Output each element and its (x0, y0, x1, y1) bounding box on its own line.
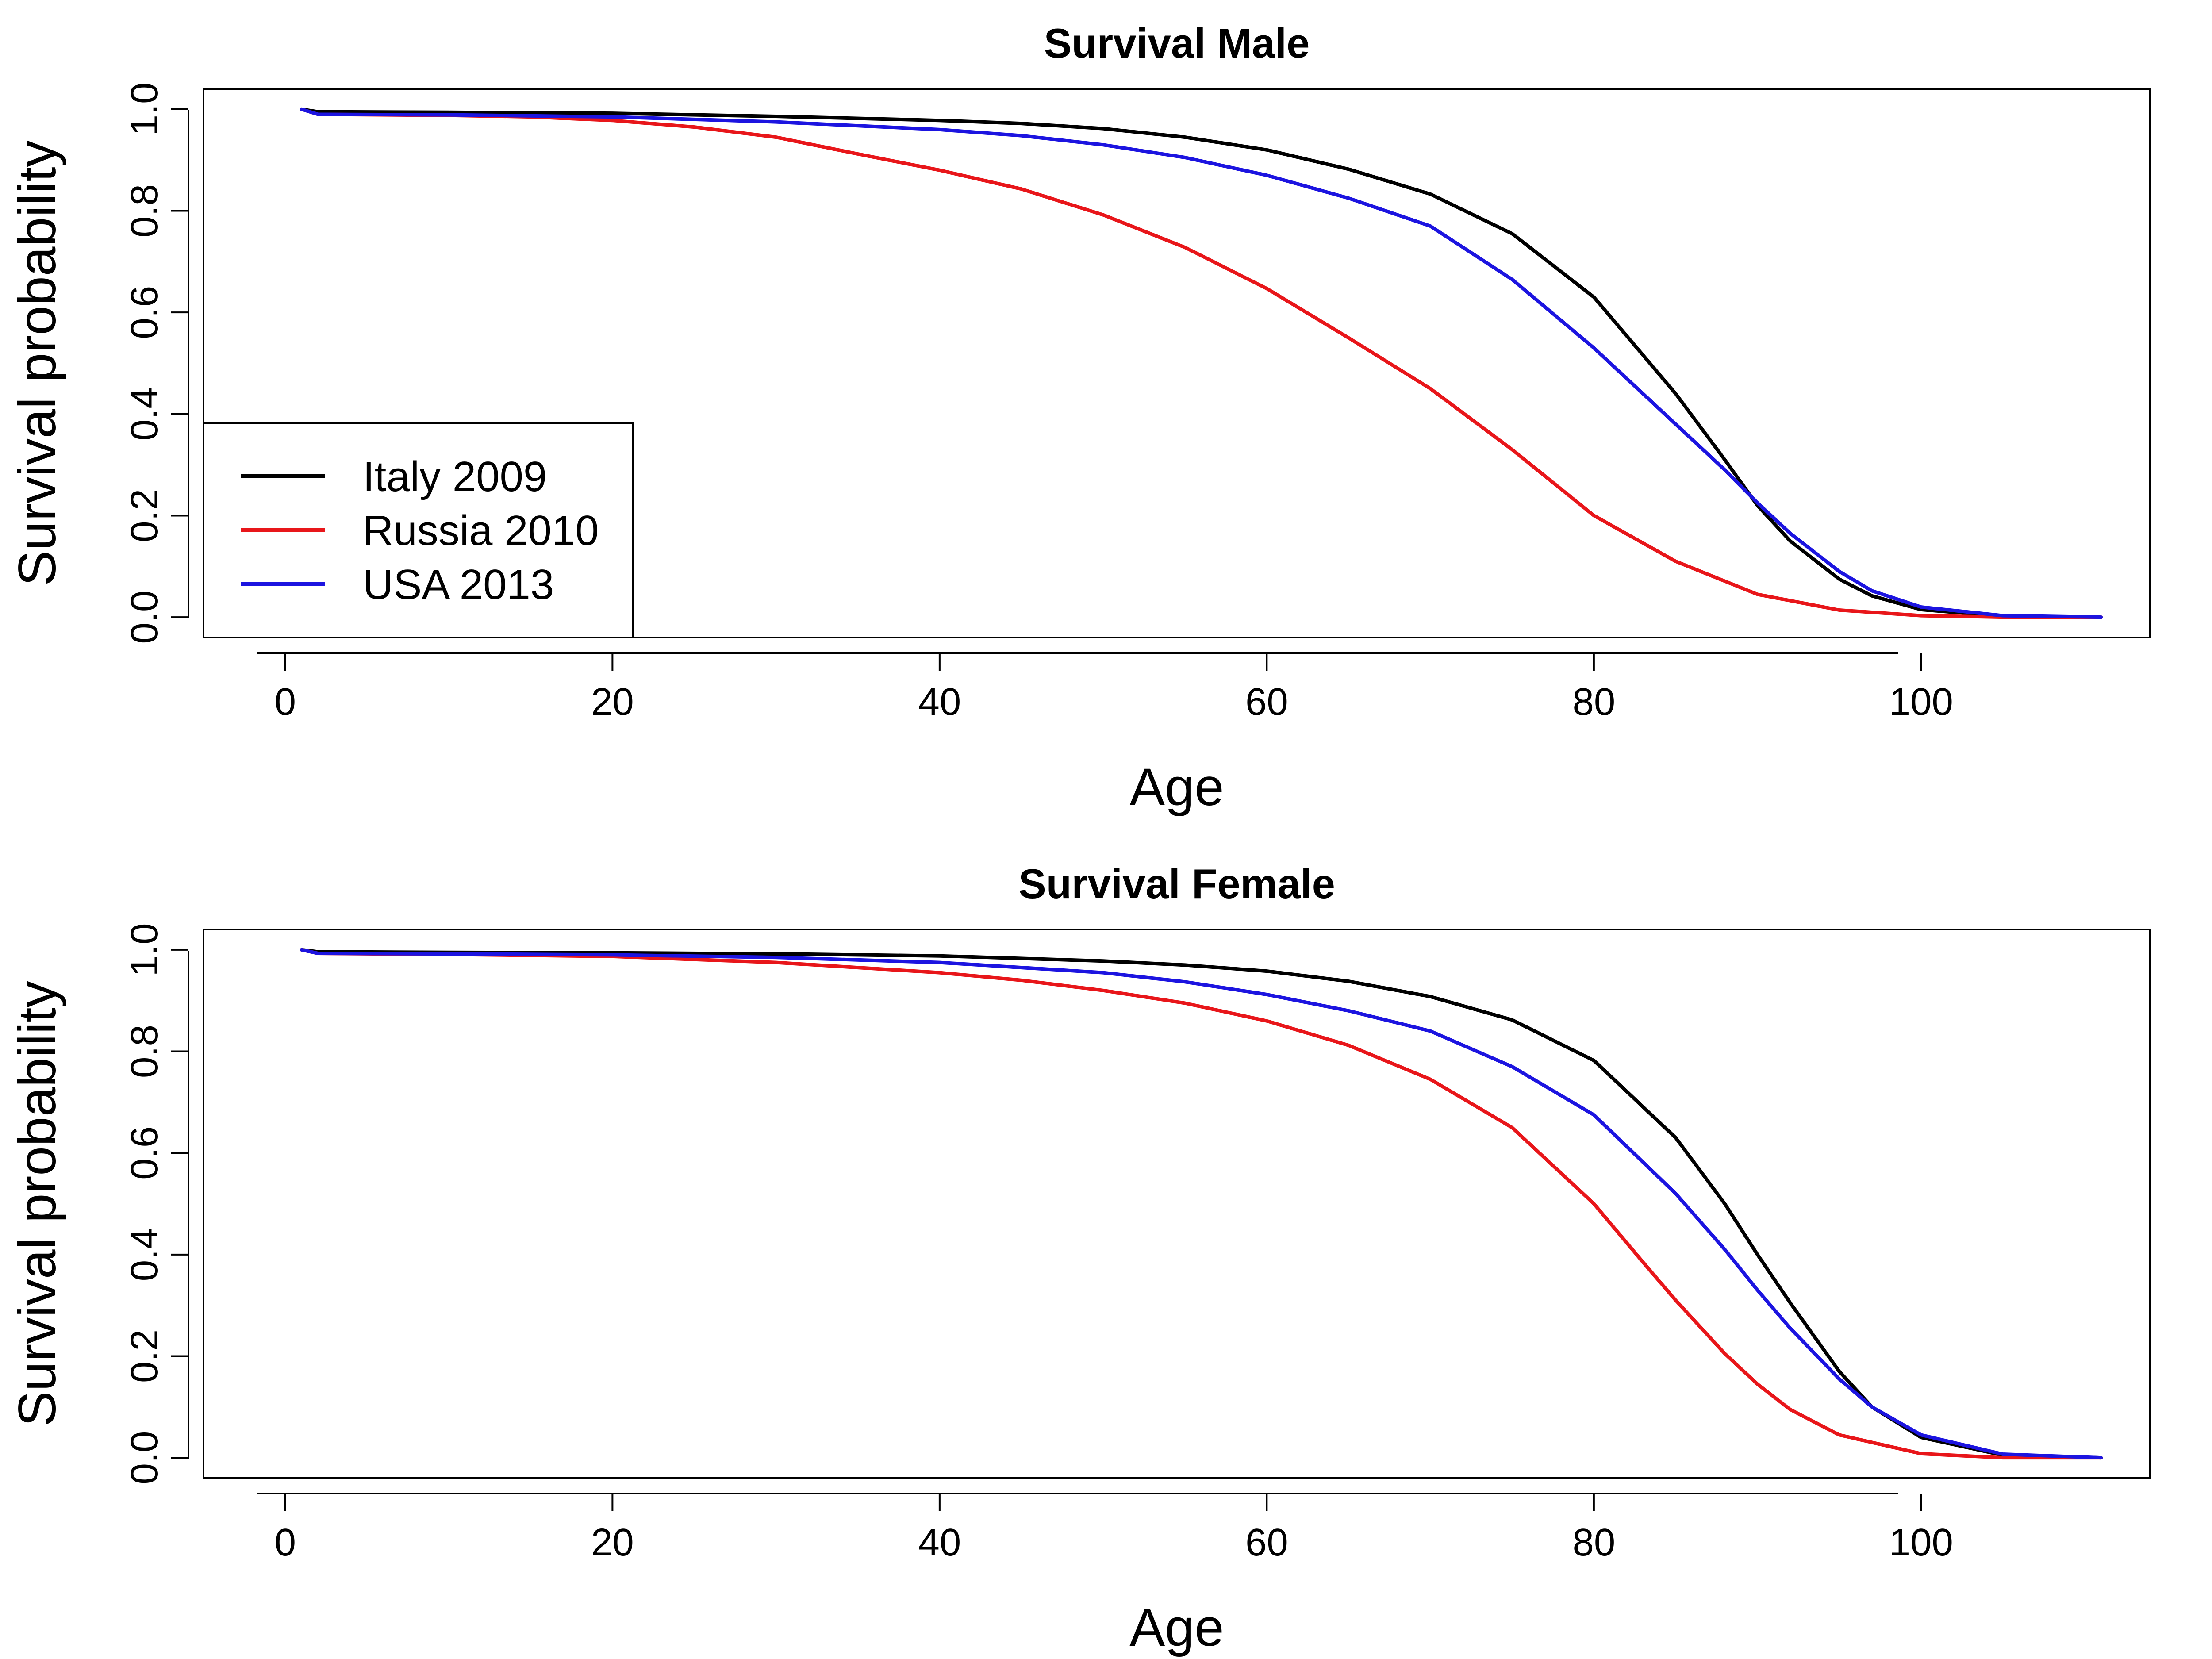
x-tick-label: 0 (275, 1521, 296, 1564)
plot-frame (203, 929, 2151, 1479)
x-tick-label: 60 (1245, 680, 1288, 723)
x-tick-label: 20 (591, 680, 634, 723)
x-axis: 0 20 40 60 80 100 (257, 652, 1953, 723)
x-tick-label: 40 (918, 1521, 961, 1564)
x-tick-label: 100 (1889, 1521, 1953, 1564)
y-axis: 0.0 0.2 0.4 0.6 0.8 1.0 (123, 923, 189, 1485)
x-tick-label: 100 (1889, 680, 1953, 723)
y-tick-label: 0.6 (123, 1126, 166, 1180)
y-tick-label: 0.2 (123, 1329, 166, 1383)
chart-title: Survival Male (1044, 20, 1310, 66)
y-tick-label: 1.0 (123, 82, 166, 136)
x-axis-label: Age (1129, 757, 1224, 817)
y-tick-label: 1.0 (123, 923, 166, 976)
series-line-italy-2009 (300, 948, 2103, 1460)
panel-survival-male: Survival Male 0 20 40 60 80 100 0.00.20.40.60… (8, 20, 2151, 817)
series-layer (300, 107, 2103, 619)
y-axis: 0.0 0.2 0.4 0.6 0.8 1.0 (123, 82, 189, 644)
panel-survival-female: Survival Female 0 20 40 60 80 100 0.00.20.40.… (8, 860, 2151, 1657)
legend: Italy 2009 Russia 2010 USA 2013 (203, 422, 634, 638)
series-line-russia-2010 (300, 948, 2103, 1460)
series-line-russia-2010 (300, 107, 2103, 619)
series-line-usa-2013 (300, 107, 2103, 619)
y-axis-label: Survival probability (8, 981, 67, 1426)
y-tick-label: 0.4 (123, 387, 166, 441)
plot-frame (203, 88, 2151, 638)
y-tick-label: 0.4 (123, 1228, 166, 1281)
legend-label-italy: Italy 2009 (363, 453, 547, 500)
x-axis: 0 20 40 60 80 100 (257, 1493, 1953, 1564)
y-tick-label: 0.8 (123, 184, 166, 238)
series-line-italy-2009 (300, 107, 2103, 619)
x-tick-label: 40 (918, 680, 961, 723)
legend-label-russia: Russia 2010 (363, 507, 599, 554)
y-axis-label: Survival probability (8, 140, 67, 586)
x-tick-label: 60 (1245, 1521, 1288, 1564)
series-layer (300, 948, 2103, 1460)
x-axis-label: Age (1129, 1598, 1224, 1657)
y-tick-label: 0.0 (123, 1431, 166, 1485)
y-tick-label: 0.0 (123, 591, 166, 644)
series-line-usa-2013 (300, 948, 2103, 1460)
y-tick-label: 0.8 (123, 1025, 166, 1078)
x-tick-label: 80 (1572, 680, 1615, 723)
x-tick-label: 20 (591, 1521, 634, 1564)
x-tick-label: 0 (275, 680, 296, 723)
x-tick-label: 80 (1572, 1521, 1615, 1564)
chart-title: Survival Female (1018, 860, 1335, 907)
y-tick-label: 0.2 (123, 489, 166, 542)
y-tick-label: 0.6 (123, 286, 166, 339)
legend-label-usa: USA 2013 (363, 561, 554, 608)
